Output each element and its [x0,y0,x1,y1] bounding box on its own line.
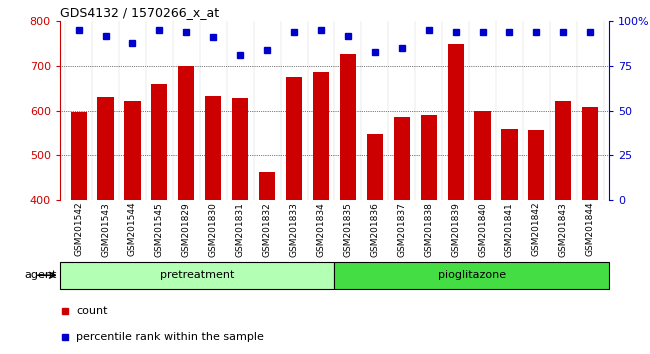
Text: GDS4132 / 1570266_x_at: GDS4132 / 1570266_x_at [60,6,219,19]
Bar [582,107,598,200]
Text: pioglitazone: pioglitazone [437,270,506,280]
Bar [555,101,571,200]
Text: GSM201842: GSM201842 [532,202,541,256]
Bar [335,262,609,289]
Text: GSM201834: GSM201834 [317,202,326,257]
Text: count: count [76,306,108,316]
Text: GSM201831: GSM201831 [236,202,244,257]
Bar [232,98,248,200]
Bar [205,96,222,200]
Text: GSM201832: GSM201832 [263,202,272,257]
Bar [286,77,302,200]
Bar [394,117,410,200]
Text: GSM201837: GSM201837 [397,202,406,257]
Text: GSM201543: GSM201543 [101,202,110,257]
Text: GSM201841: GSM201841 [505,202,514,257]
Bar [71,112,86,200]
Bar [501,130,517,200]
Text: GSM201840: GSM201840 [478,202,487,257]
Text: GSM201844: GSM201844 [586,202,595,256]
Text: percentile rank within the sample: percentile rank within the sample [76,332,264,342]
Bar [528,130,545,200]
Text: GSM201843: GSM201843 [559,202,568,257]
Text: GSM201542: GSM201542 [74,202,83,256]
Bar [60,262,335,289]
Bar [259,172,275,200]
Bar [421,115,437,200]
Bar [474,110,491,200]
Text: pretreatment: pretreatment [160,270,234,280]
Bar [98,97,114,200]
Bar [447,45,463,200]
Bar [367,134,383,200]
Bar [178,66,194,200]
Bar [313,72,329,200]
Text: GSM201545: GSM201545 [155,202,164,257]
Text: agent: agent [24,270,57,280]
Text: GSM201839: GSM201839 [451,202,460,257]
Text: GSM201836: GSM201836 [370,202,380,257]
Text: GSM201544: GSM201544 [128,202,137,256]
Bar [124,101,140,200]
Text: GSM201829: GSM201829 [182,202,191,257]
Bar [340,54,356,200]
Text: GSM201833: GSM201833 [289,202,298,257]
Bar [151,84,168,200]
Text: GSM201835: GSM201835 [343,202,352,257]
Text: GSM201838: GSM201838 [424,202,433,257]
Text: GSM201830: GSM201830 [209,202,218,257]
